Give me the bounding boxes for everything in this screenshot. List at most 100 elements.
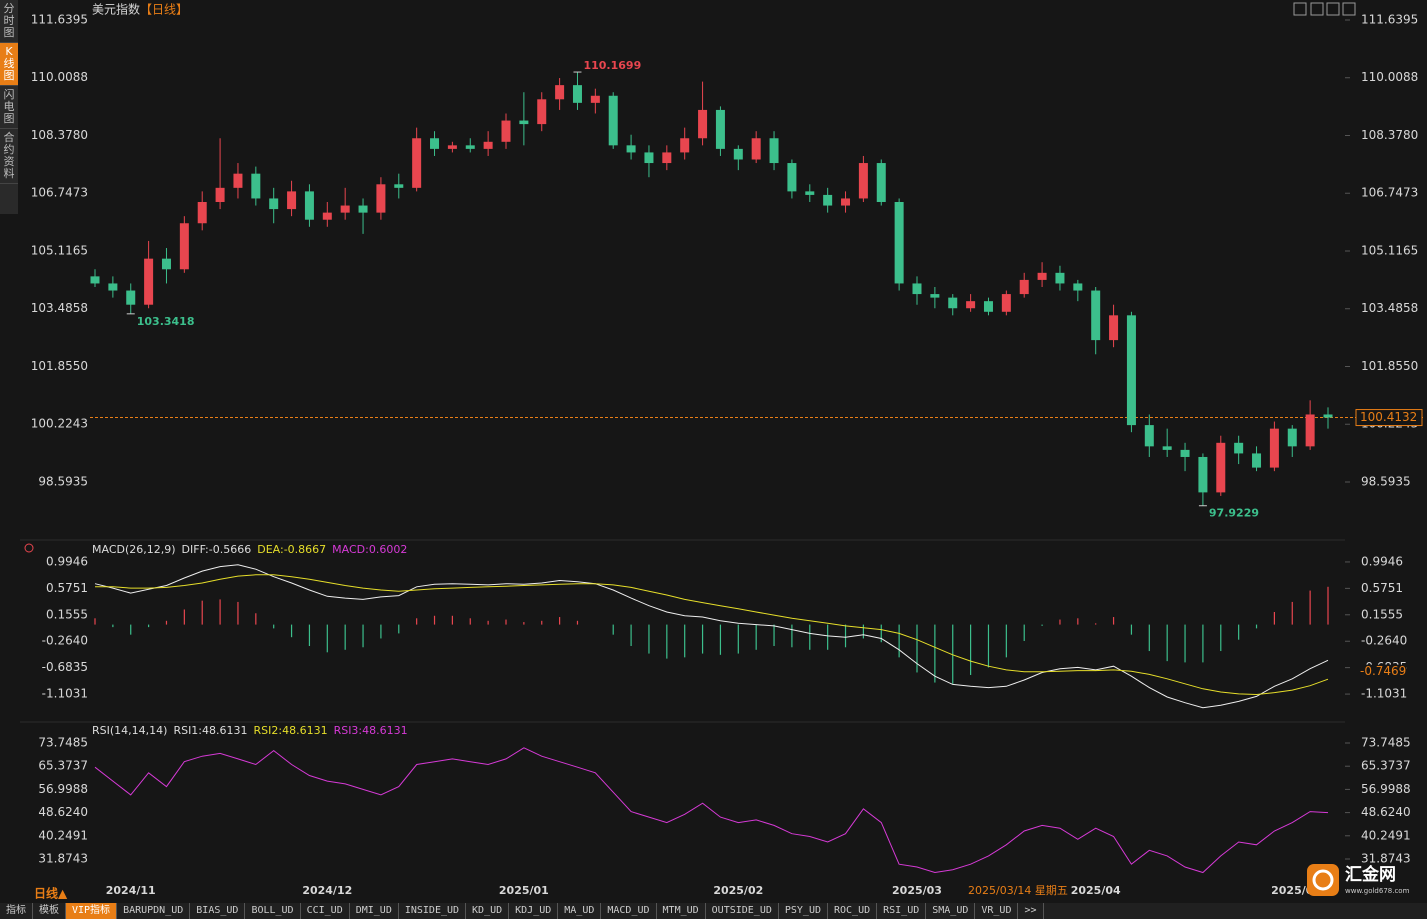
candle-body xyxy=(858,163,868,199)
y-tick-label: 98.5935 xyxy=(1361,474,1411,488)
toolbar-tab[interactable]: KD_UD xyxy=(466,903,510,919)
y-tick-label: 73.7485 xyxy=(1361,735,1411,749)
candle-body xyxy=(376,184,386,213)
candle-body xyxy=(555,85,565,100)
cursor-date: 2025/03/14 星期五 xyxy=(968,884,1068,897)
toolbar-tab[interactable]: BARUPDN_UD xyxy=(117,903,191,919)
y-tick-label: 65.3737 xyxy=(1361,759,1411,773)
y-tick-label: 0.5751 xyxy=(46,581,88,595)
candle-body xyxy=(823,194,833,206)
sidebar-tab[interactable]: 分时图 xyxy=(0,0,18,43)
logo-url: www.gold678.com xyxy=(1345,887,1410,895)
indicator-header: RSI2:48.6131 xyxy=(254,724,328,737)
x-tick-label: 2025/04 xyxy=(1071,884,1121,897)
candle-body xyxy=(269,198,279,210)
window-icons[interactable] xyxy=(1293,2,1356,16)
candle-body xyxy=(108,283,118,291)
toolbar-tab[interactable]: VIP指标 xyxy=(66,903,118,919)
y-tick-label: 111.6395 xyxy=(1361,12,1418,26)
y-tick-label: 110.0088 xyxy=(31,70,88,84)
candle-body xyxy=(698,109,708,139)
candle-body xyxy=(340,205,350,213)
candle-body xyxy=(537,99,547,125)
indicator-line xyxy=(94,747,1329,874)
y-tick-label: 73.7485 xyxy=(38,735,88,749)
candle-body xyxy=(304,191,314,220)
candle-body xyxy=(394,184,404,188)
x-tick-label: 2025/0 xyxy=(1271,884,1314,897)
candle-body xyxy=(841,198,851,206)
y-tick-label: 103.4858 xyxy=(31,301,88,315)
y-tick-label: -0.2640 xyxy=(42,634,88,648)
toolbar-tab[interactable]: SMA_UD xyxy=(926,903,976,919)
toolbar-tab[interactable]: KDJ_UD xyxy=(509,903,559,919)
toolbar-tab[interactable]: MACD_UD xyxy=(601,903,657,919)
cursor-value-box xyxy=(1356,664,1406,679)
toolbar: 指标 模板 VIP指标 BARUPDN_UD BIAS_UD BOLL_UD CCI_UD D… xyxy=(0,903,1427,919)
y-tick-label: 105.1165 xyxy=(1361,243,1418,257)
toolbar-tab[interactable]: 指标 xyxy=(0,903,33,919)
indicator-header: DEA:-0.8667 xyxy=(257,543,326,556)
y-tick-label: 106.7473 xyxy=(1361,186,1418,200)
candle-body xyxy=(1162,446,1172,450)
toolbar-tab[interactable]: ROC_UD xyxy=(828,903,878,919)
x-tick-label: 2025/03 xyxy=(892,884,942,897)
candle-body xyxy=(1323,414,1333,418)
candle-body xyxy=(1234,442,1244,454)
candle-body xyxy=(465,145,475,149)
y-tick-label: 65.3737 xyxy=(38,759,88,773)
toolbar-tab[interactable]: 模板 xyxy=(33,903,66,919)
y-tick-label: 31.8743 xyxy=(38,852,88,866)
candle-body xyxy=(912,283,922,295)
candle-body xyxy=(519,120,529,125)
candle-body xyxy=(1216,442,1226,493)
period-label: 【日线】 xyxy=(140,3,188,17)
indicator-header: MACD(26,12,9) xyxy=(92,543,176,556)
toolbar-tab[interactable]: BIAS_UD xyxy=(190,903,246,919)
candle-body xyxy=(430,138,440,149)
candle-body xyxy=(215,187,225,203)
candle-body xyxy=(876,163,886,203)
sidebar-tab[interactable]: K线图 xyxy=(0,43,18,86)
toolbar-tab[interactable]: MA_UD xyxy=(558,903,602,919)
candle-body xyxy=(983,301,993,312)
toolbar-tab[interactable]: CCI_UD xyxy=(301,903,350,919)
indicator-header: DIFF:-0.5666 xyxy=(182,543,252,556)
toolbar-tab[interactable]: DMI_UD xyxy=(350,903,399,919)
candle-body xyxy=(1287,428,1297,447)
y-tick-label: -0.2640 xyxy=(1361,634,1407,648)
indicator-header: MACD:0.6002 xyxy=(332,543,407,556)
y-tick-label: 108.3780 xyxy=(31,128,88,142)
y-tick-label: 48.6240 xyxy=(1361,805,1411,819)
candle-body xyxy=(1252,453,1262,468)
indicator-icon[interactable] xyxy=(24,543,34,553)
candle-body xyxy=(1198,456,1208,493)
candle-body xyxy=(1019,279,1029,295)
toolbar-tab[interactable]: VR_UD xyxy=(975,903,1019,919)
candle-body xyxy=(90,276,100,284)
toolbar-tab[interactable]: OUTSIDE_UD xyxy=(706,903,779,919)
y-tick-label: 103.4858 xyxy=(1361,301,1418,315)
cursor-value: -0.7469 xyxy=(1360,664,1406,678)
y-tick-label: 31.8743 xyxy=(1361,852,1411,866)
toolbar-tab[interactable]: MTM_UD xyxy=(657,903,706,919)
toolbar-tab[interactable]: INSIDE_UD xyxy=(399,903,467,919)
toolbar-tab[interactable]: RSI_UD xyxy=(877,903,927,919)
candle-body xyxy=(197,202,207,224)
y-tick-label: -0.6835 xyxy=(42,660,88,674)
toolbar-tab[interactable]: PSY_UD xyxy=(779,903,828,919)
candle-body xyxy=(483,141,493,149)
sidebar-tab[interactable]: 闪电图 xyxy=(0,86,18,129)
sidebar-tab[interactable]: 合约资料 xyxy=(0,129,18,184)
candle-body xyxy=(501,120,511,142)
candle-body xyxy=(1126,315,1136,426)
candle-body xyxy=(1055,272,1065,284)
toolbar-tab[interactable]: BOLL_UD xyxy=(245,903,301,919)
y-tick-label: 56.9988 xyxy=(38,782,88,796)
y-tick-label: 48.6240 xyxy=(38,805,88,819)
toolbar-tab[interactable]: >> xyxy=(1018,903,1044,919)
candle-body xyxy=(948,297,958,309)
candle-body xyxy=(733,148,743,160)
